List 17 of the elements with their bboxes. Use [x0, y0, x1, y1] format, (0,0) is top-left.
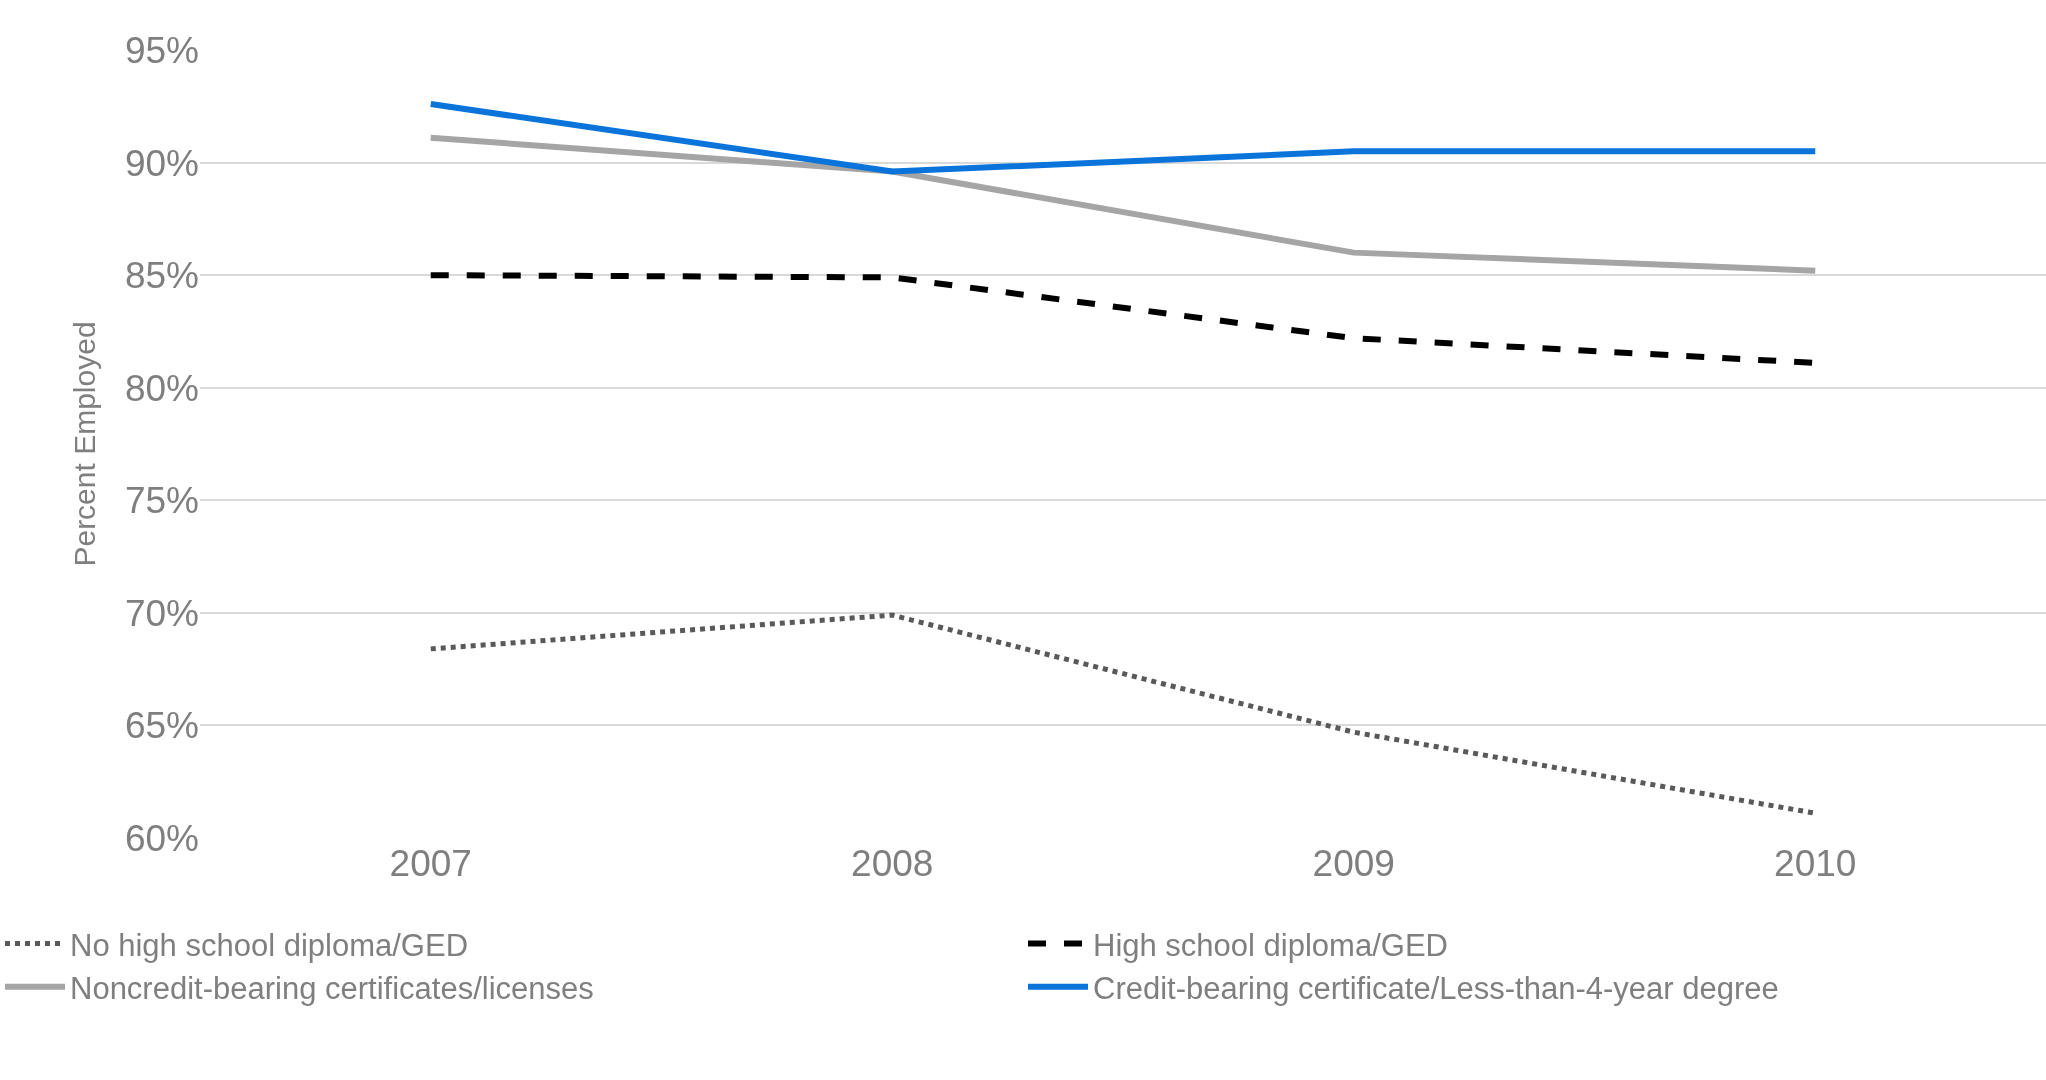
y-tick-label: 65% [124, 705, 199, 747]
y-tick-label: 80% [124, 367, 199, 409]
legend-label: Credit-bearing certificate/Less-than-4-year degree [1093, 970, 1779, 1006]
legend-label: Noncredit-bearing certificates/licenses [70, 970, 594, 1006]
x-tick-label: 2007 [389, 843, 472, 884]
x-tick-label: 2010 [1774, 843, 1857, 884]
legend-label: No high school diploma/GED [70, 927, 469, 963]
y-tick-label: 85% [124, 255, 199, 297]
y-tick-label: 60% [124, 817, 199, 859]
y-tick-label: 75% [124, 480, 199, 522]
x-tick-label: 2009 [1312, 843, 1395, 884]
y-tick-label: 70% [124, 592, 199, 634]
y-tick-label: 95% [124, 29, 199, 71]
x-tick-label: 2008 [851, 843, 934, 884]
y-tick-label: 90% [124, 142, 199, 184]
legend-label: High school diploma/GED [1093, 927, 1448, 963]
y-axis-title: Percent Employed [67, 321, 101, 567]
